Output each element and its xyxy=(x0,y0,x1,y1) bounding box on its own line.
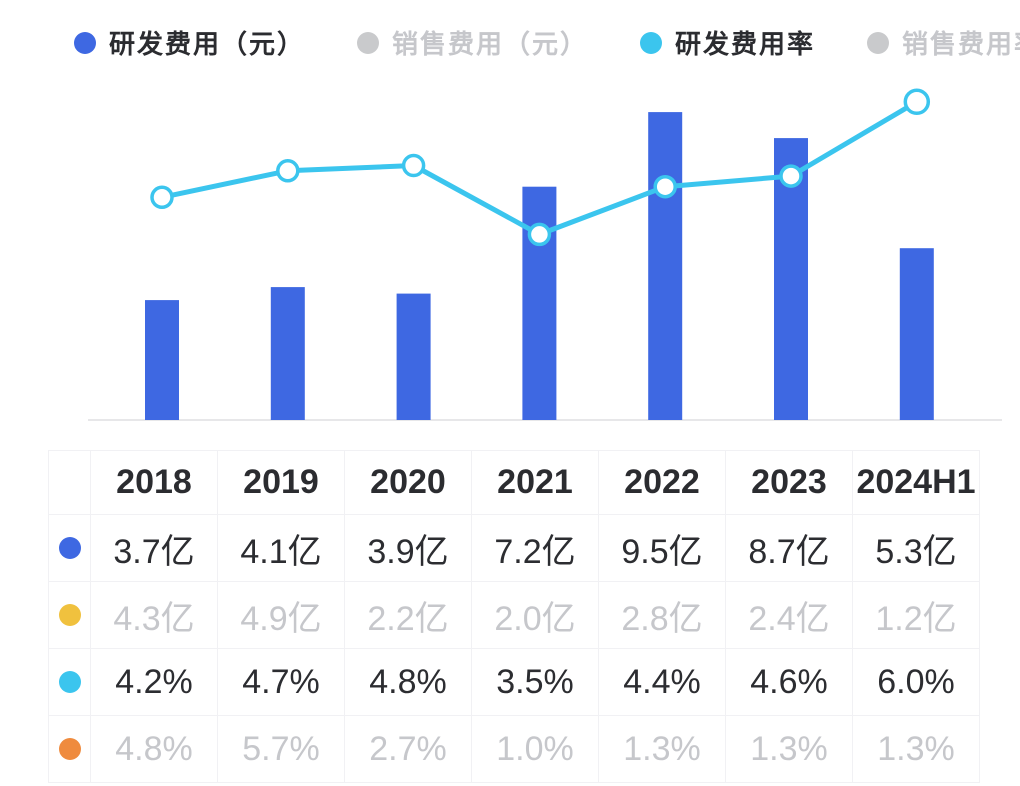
table-header-2024H1: 2024H1 xyxy=(853,451,980,515)
line-point-2024H1[interactable] xyxy=(903,88,931,116)
table-header-2019: 2019 xyxy=(218,451,345,515)
table-cell-rd-expense-ratio-2023: 4.6% xyxy=(726,649,853,716)
table-cell-rd-expense-ratio-2020: 4.8% xyxy=(345,649,472,716)
table-cell-rd-expense-2024H1: 5.3亿 xyxy=(853,515,980,582)
table-cell-sales-expense-2018: 4.3亿 xyxy=(91,582,218,649)
table-cell-sales-expense-2021: 2.0亿 xyxy=(472,582,599,649)
series-dot-icon xyxy=(58,738,81,760)
line-point-2021[interactable] xyxy=(527,222,552,247)
legend-label: 销售费用率 xyxy=(902,29,1020,59)
expense-chart[interactable] xyxy=(0,0,1020,430)
table-cell-rd-expense-2022: 9.5亿 xyxy=(599,515,726,582)
table-header-2022: 2022 xyxy=(599,451,726,515)
table-cell-rd-expense-ratio-2021: 3.5% xyxy=(472,649,599,716)
table-row-dot-rd-expense xyxy=(49,515,91,582)
table-row-dot-rd-expense-ratio xyxy=(49,649,91,716)
table-cell-rd-expense-2019: 4.1亿 xyxy=(218,515,345,582)
table-cell-rd-expense-2021: 7.2亿 xyxy=(472,515,599,582)
table-row-dot-sales-expense xyxy=(49,582,91,649)
table-cell-rd-expense-ratio-2022: 4.4% xyxy=(599,649,726,716)
table-cell-sales-expense-ratio-2023: 1.3% xyxy=(726,716,853,783)
table-cell-sales-expense-2023: 2.4亿 xyxy=(726,582,853,649)
table-cell-rd-expense-ratio-2024H1: 6.0% xyxy=(853,649,980,716)
table-cell-sales-expense-ratio-2024H1: 1.3% xyxy=(853,716,980,783)
legend-label: 研发费用率 xyxy=(675,29,816,59)
table-cell-sales-expense-ratio-2022: 1.3% xyxy=(599,716,726,783)
table-cell-rd-expense-ratio-2019: 4.7% xyxy=(218,649,345,716)
line-point-2022[interactable] xyxy=(653,174,677,199)
bar-2024H1[interactable] xyxy=(899,248,934,420)
line-point-2019[interactable] xyxy=(276,159,300,183)
legend-dot-icon xyxy=(74,31,96,54)
series-dot-icon xyxy=(58,604,81,626)
line-point-2023[interactable] xyxy=(779,164,803,188)
table-header-2020: 2020 xyxy=(345,451,472,515)
table-row-dot-sales-expense-ratio xyxy=(49,716,91,783)
line-point-2020[interactable] xyxy=(401,153,426,178)
legend-label: 销售费用（元） xyxy=(392,29,589,59)
table-cell-sales-expense-ratio-2019: 5.7% xyxy=(218,716,345,783)
table-cell-sales-expense-2024H1: 1.2亿 xyxy=(853,582,980,649)
table-header-2018: 2018 xyxy=(91,451,218,515)
bar-2020[interactable] xyxy=(396,293,431,420)
table-cell-rd-expense-2018: 3.7亿 xyxy=(91,515,218,582)
legend-item-rd-expense-ratio[interactable]: 研发费用率 xyxy=(640,24,815,61)
legend-item-rd-expense[interactable]: 研发费用（元） xyxy=(74,24,305,61)
legend-label: 研发费用（元） xyxy=(109,29,306,59)
legend-dot-icon xyxy=(640,31,663,54)
series-dot-icon xyxy=(58,537,81,559)
legend-item-sales-expense-ratio[interactable]: 销售费用率 xyxy=(867,24,1020,61)
data-table: 2018 2019 2020 2021 2022 2023 2024H1 3.7亿 4.1亿 3.… xyxy=(48,450,980,783)
legend-dot-icon xyxy=(867,31,890,54)
chart-legend: 研发费用（元） 销售费用（元） 研发费用率 销售费用率 xyxy=(74,24,1020,61)
table-cell-rd-expense-2023: 8.7亿 xyxy=(726,515,853,582)
bar-2019[interactable] xyxy=(270,287,305,420)
table-cell-sales-expense-2020: 2.2亿 xyxy=(345,582,472,649)
table-cell-sales-expense-2019: 4.9亿 xyxy=(218,582,345,649)
bar-2018[interactable] xyxy=(145,300,179,420)
table-header-2023: 2023 xyxy=(726,451,853,515)
bar-2022[interactable] xyxy=(648,112,683,420)
table-header-corner xyxy=(49,451,91,515)
table-cell-sales-expense-ratio-2018: 4.8% xyxy=(91,716,218,783)
table-header-2021: 2021 xyxy=(472,451,599,515)
bar-2021[interactable] xyxy=(522,186,557,420)
table-cell-rd-expense-ratio-2018: 4.2% xyxy=(91,649,218,716)
table-cell-rd-expense-2020: 3.9亿 xyxy=(345,515,472,582)
line-point-2018[interactable] xyxy=(150,185,174,210)
legend-dot-icon xyxy=(357,31,380,54)
table-cell-sales-expense-2022: 2.8亿 xyxy=(599,582,726,649)
table-cell-sales-expense-ratio-2021: 1.0% xyxy=(472,716,599,783)
table-cell-sales-expense-ratio-2020: 2.7% xyxy=(345,716,472,783)
legend-item-sales-expense[interactable]: 销售费用（元） xyxy=(357,24,588,61)
series-dot-icon xyxy=(58,671,81,693)
